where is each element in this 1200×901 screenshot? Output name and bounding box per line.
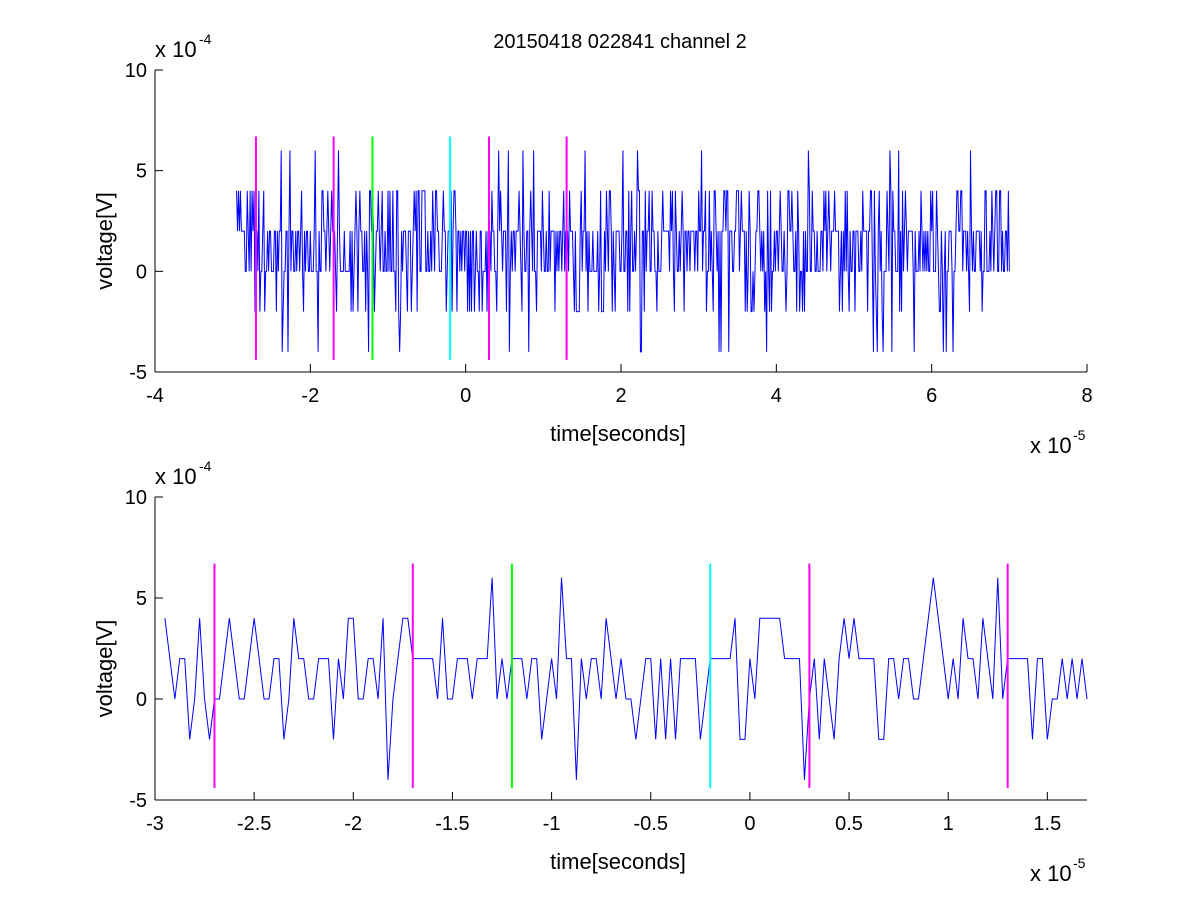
top-axes: -4 -2 0 2 4 6 8 -5 0 5 10 time[seconds] voltage[V] x … [92, 31, 1093, 458]
signal-trace [236, 150, 1010, 353]
y-exponent: x 10 [155, 464, 197, 489]
x-exponent-power: -5 [1073, 855, 1086, 871]
x-axis-label: time[seconds] [550, 849, 686, 874]
y-tick-label: 0 [136, 689, 147, 711]
y-tick-label: 5 [136, 588, 147, 610]
y-axis-label: voltage[V] [92, 620, 117, 718]
x-tick-label: 4 [771, 385, 782, 407]
x-tick-label: 1 [943, 813, 954, 835]
chart-title: 20150418 022841 channel 2 [493, 31, 747, 53]
y-axis-label: voltage[V] [92, 192, 117, 290]
x-tick-label: -2.5 [237, 813, 271, 835]
x-tick-label: -3 [146, 813, 164, 835]
y-tick-label: 0 [136, 261, 147, 283]
y-tick-label: -5 [129, 790, 147, 812]
x-exponent-power: -5 [1073, 427, 1086, 443]
x-exponent: x 10 [1030, 433, 1072, 458]
y-tick-label: -5 [129, 362, 147, 384]
x-exponent: x 10 [1030, 861, 1072, 886]
y-exponent-power: -4 [199, 458, 212, 474]
x-tick-label: 6 [926, 385, 937, 407]
signal-trace [164, 577, 1088, 780]
y-exponent: x 10 [155, 37, 197, 62]
x-tick-label: 0 [744, 813, 755, 835]
x-tick-label: -2 [301, 385, 319, 407]
x-tick-label: -1 [543, 813, 561, 835]
y-exponent-power: -4 [199, 31, 212, 47]
bottom-axes: -3 -2.5 -2 -1.5 -1 -0.5 0 0.5 1 1.5 -5 0 5 10 time[sec… [92, 458, 1088, 886]
x-tick-label: 0.5 [835, 813, 863, 835]
y-tick-label: 10 [125, 60, 147, 82]
x-tick-label: 0 [460, 385, 471, 407]
y-tick-label: 10 [125, 487, 147, 509]
x-tick-label: -0.5 [634, 813, 668, 835]
x-tick-label: 2 [615, 385, 626, 407]
x-tick-label: -2 [344, 813, 362, 835]
x-tick-label: -4 [146, 385, 164, 407]
x-tick-label: -1.5 [435, 813, 469, 835]
x-tick-label: 8 [1081, 385, 1092, 407]
y-tick-label: 5 [136, 161, 147, 183]
x-tick-label: 1.5 [1033, 813, 1061, 835]
x-axis-label: time[seconds] [550, 421, 686, 446]
